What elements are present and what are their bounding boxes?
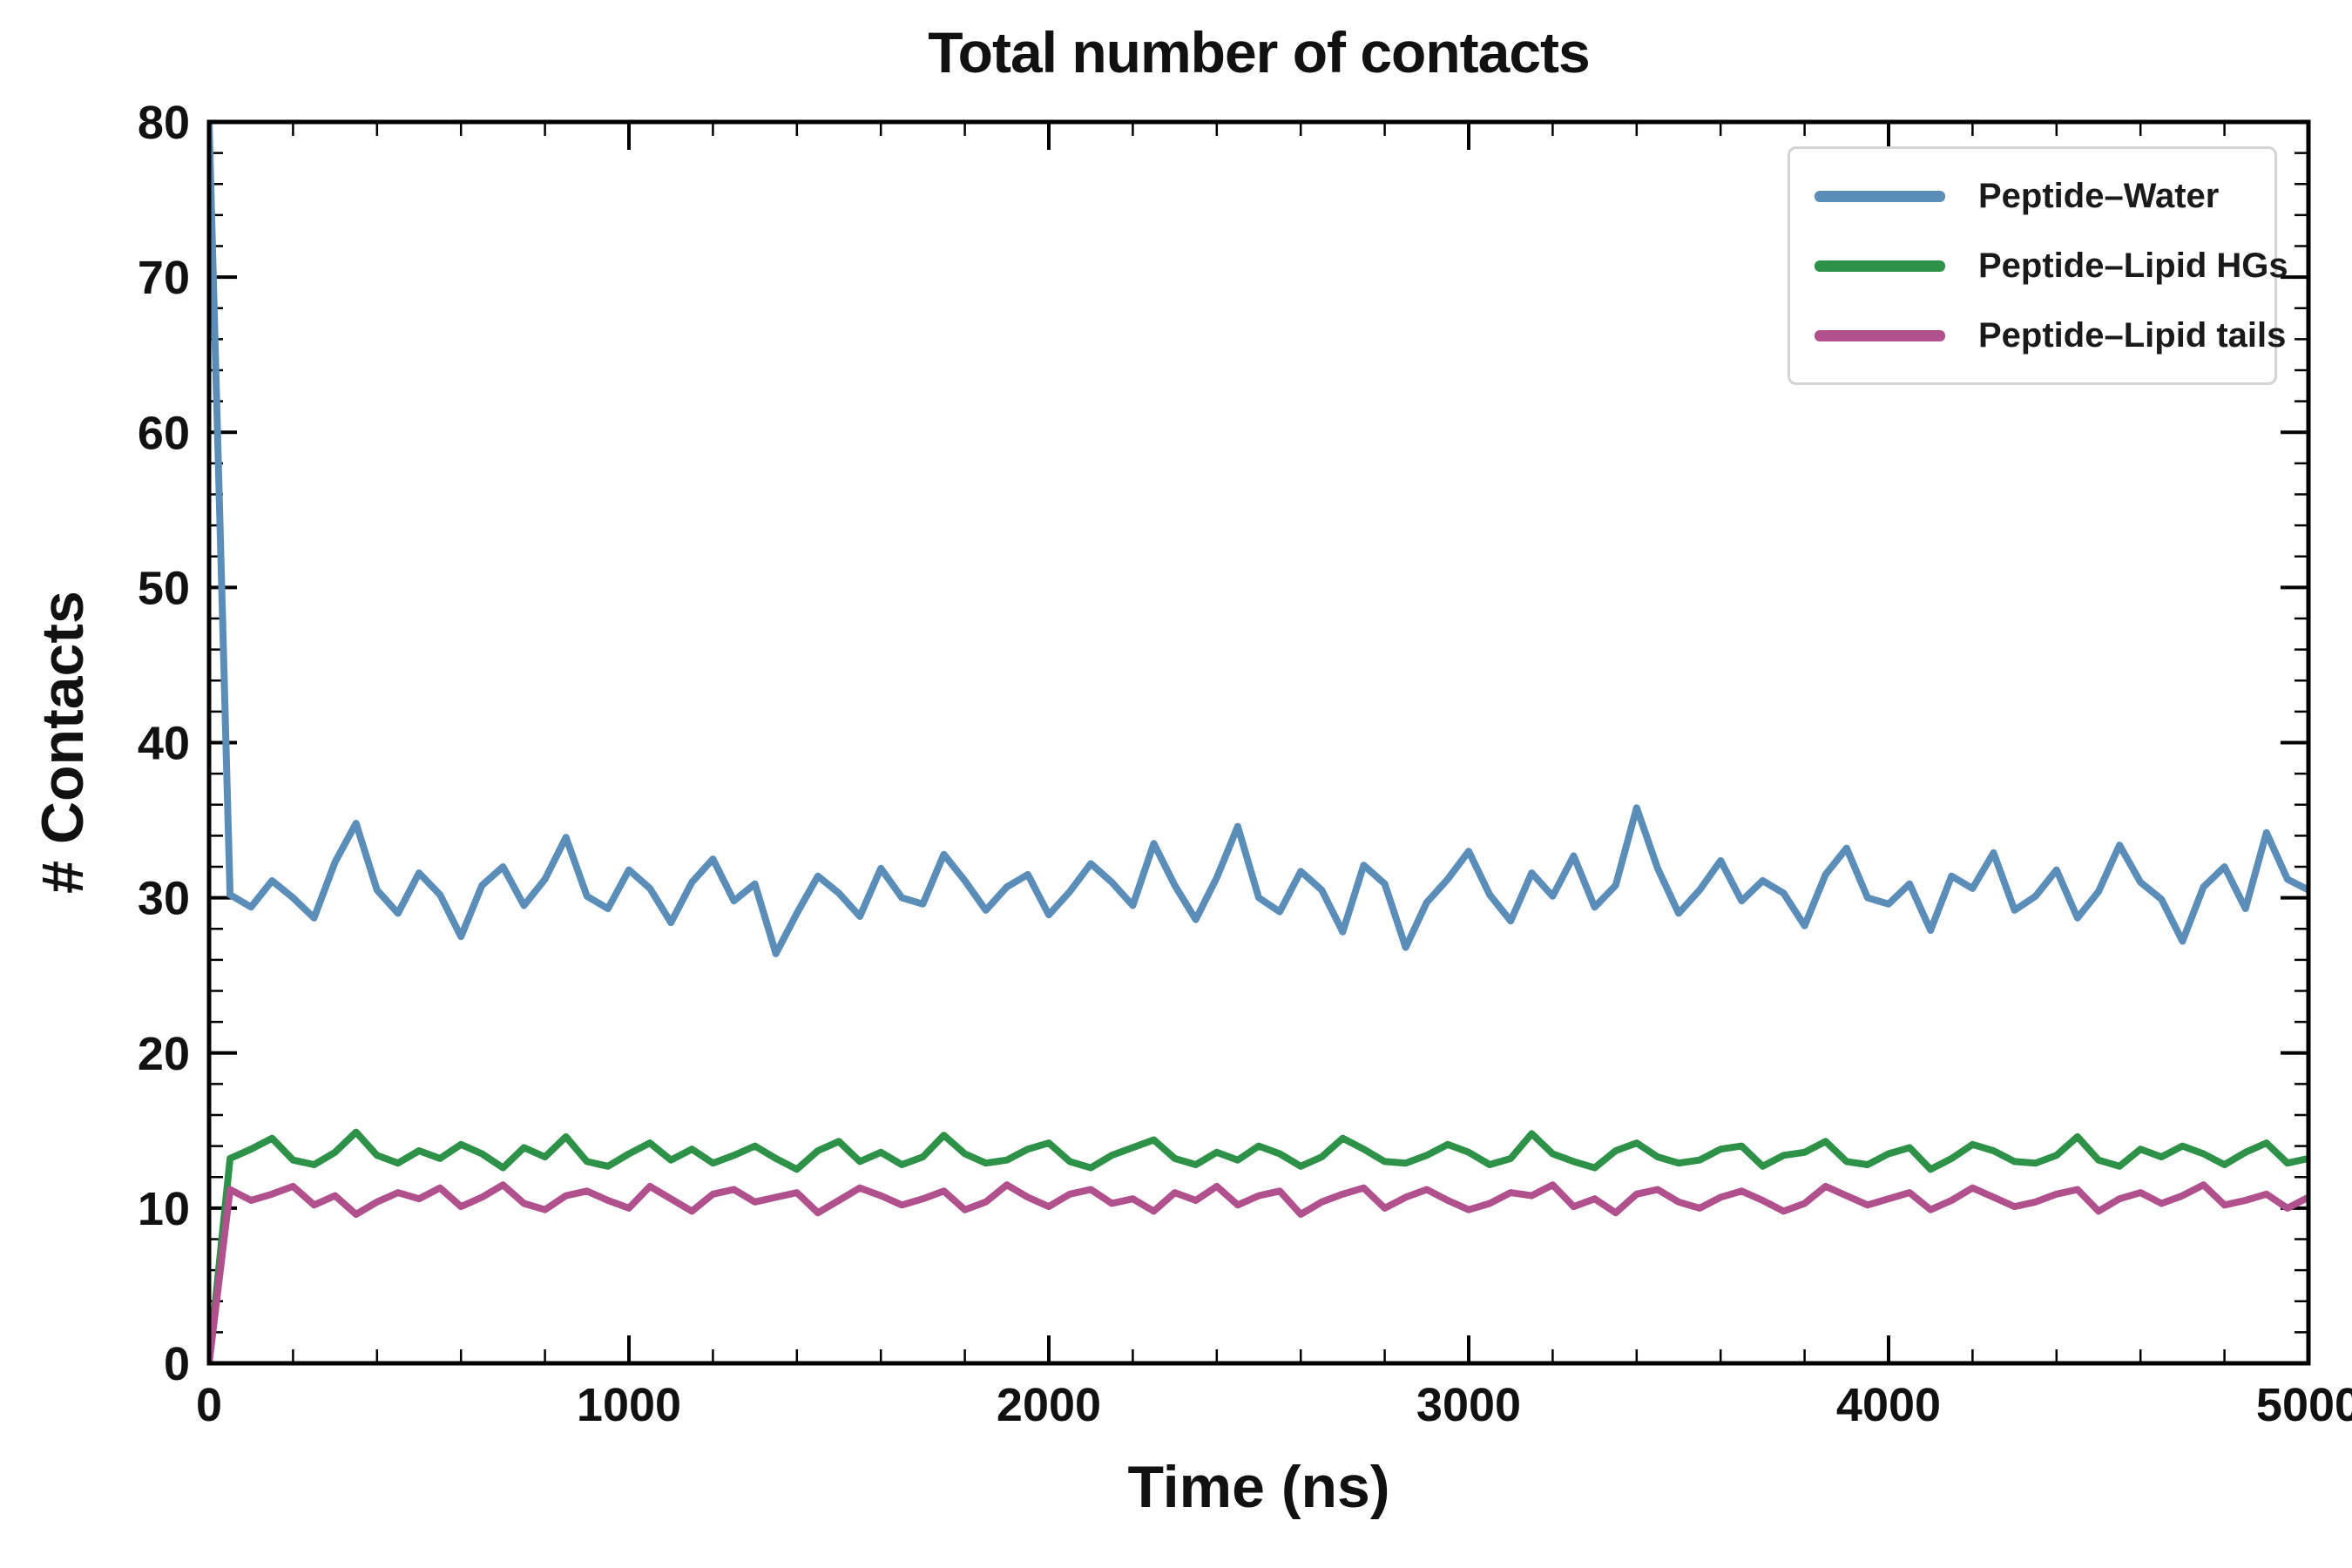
x-axis-label: Time (ns): [1127, 1454, 1390, 1520]
y-tick-label: 80: [138, 97, 190, 149]
series-lines: [209, 122, 2308, 1363]
y-axis-ticks: 0 10 20 30 40 50 60 70 80: [138, 97, 2308, 1390]
y-tick-label: 60: [138, 407, 190, 459]
y-tick-label: 30: [138, 873, 190, 925]
y-tick-label: 40: [138, 718, 190, 770]
legend-line-swatch: [1815, 329, 1945, 341]
y-tick-label: 10: [138, 1183, 190, 1235]
legend-line-swatch: [1815, 190, 1945, 202]
x-tick-label: 0: [196, 1379, 222, 1431]
legend-label: Peptide–Lipid HGs: [1978, 246, 2288, 285]
legend-item: Peptide–Lipid HGs: [1815, 231, 2288, 301]
x-axis-ticks: 0 1000 2000 3000 4000 5000: [196, 122, 2352, 1431]
series-line-1: [209, 1128, 2308, 1363]
chart-title: Total number of contacts: [928, 20, 1591, 84]
y-tick-label: 50: [138, 562, 190, 614]
y-tick-label: 0: [164, 1338, 190, 1390]
series-line-2: [209, 1181, 2308, 1363]
legend-line-swatch: [1815, 260, 1945, 272]
legend-label: Peptide–Lipid tails: [1978, 315, 2287, 355]
x-tick-label: 5000: [2256, 1379, 2352, 1431]
legend-item: Peptide–Water: [1815, 161, 2250, 231]
y-tick-label: 70: [138, 252, 190, 304]
series-line-0: [209, 122, 2308, 957]
minor-ticks: [209, 122, 2308, 1363]
legend-label: Peptide–Water: [1978, 176, 2220, 215]
x-tick-label: 2000: [997, 1379, 1101, 1431]
y-axis-label: # Contacts: [30, 591, 96, 894]
x-tick-label: 3000: [1416, 1379, 1521, 1431]
legend: Peptide–Water Peptide–Lipid HGs Peptide–Li…: [1788, 146, 2288, 385]
x-tick-label: 1000: [577, 1379, 681, 1431]
plot-frame: [206, 119, 2311, 1366]
legend-item: Peptide–Lipid tails: [1815, 301, 2286, 370]
x-tick-label: 4000: [1836, 1379, 1941, 1431]
y-tick-label: 20: [138, 1028, 190, 1080]
